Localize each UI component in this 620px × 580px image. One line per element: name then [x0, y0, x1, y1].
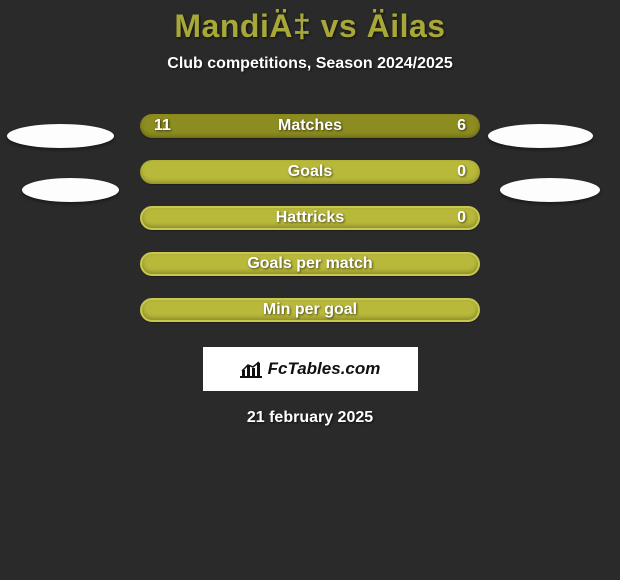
- decorative-ellipse: [22, 178, 119, 202]
- stat-bar: Goals 0: [140, 160, 480, 184]
- logo-text: FcTables.com: [268, 359, 381, 379]
- stat-label: Goals: [288, 163, 332, 181]
- site-logo[interactable]: FcTables.com: [203, 347, 418, 391]
- stat-bar: Hattricks 0: [140, 206, 480, 230]
- page-subtitle: Club competitions, Season 2024/2025: [0, 55, 620, 73]
- stat-row: Hattricks 0: [0, 195, 620, 241]
- stat-bar: Min per goal: [140, 298, 480, 322]
- chart-icon: [240, 360, 262, 378]
- decorative-ellipse: [500, 178, 600, 202]
- stat-bar: Goals per match: [140, 252, 480, 276]
- stat-value-right: 6: [457, 117, 466, 135]
- stat-label: Min per goal: [263, 301, 357, 319]
- stat-label: Goals per match: [247, 255, 372, 273]
- page-title: MandiÄ‡ vs Äilas: [0, 8, 620, 45]
- stat-value-left: 11: [154, 117, 171, 135]
- comparison-card: MandiÄ‡ vs Äilas Club competitions, Seas…: [0, 0, 620, 427]
- stat-label: Matches: [278, 117, 342, 135]
- stat-row: Min per goal: [0, 287, 620, 333]
- decorative-ellipse: [7, 124, 114, 148]
- stat-bar: 11 Matches 6: [140, 114, 480, 138]
- stat-label: Hattricks: [276, 209, 344, 227]
- stat-value-right: 0: [457, 209, 466, 227]
- stat-row: Goals per match: [0, 241, 620, 287]
- stat-value-right: 0: [457, 163, 466, 181]
- date-label: 21 february 2025: [0, 409, 620, 427]
- decorative-ellipse: [488, 124, 593, 148]
